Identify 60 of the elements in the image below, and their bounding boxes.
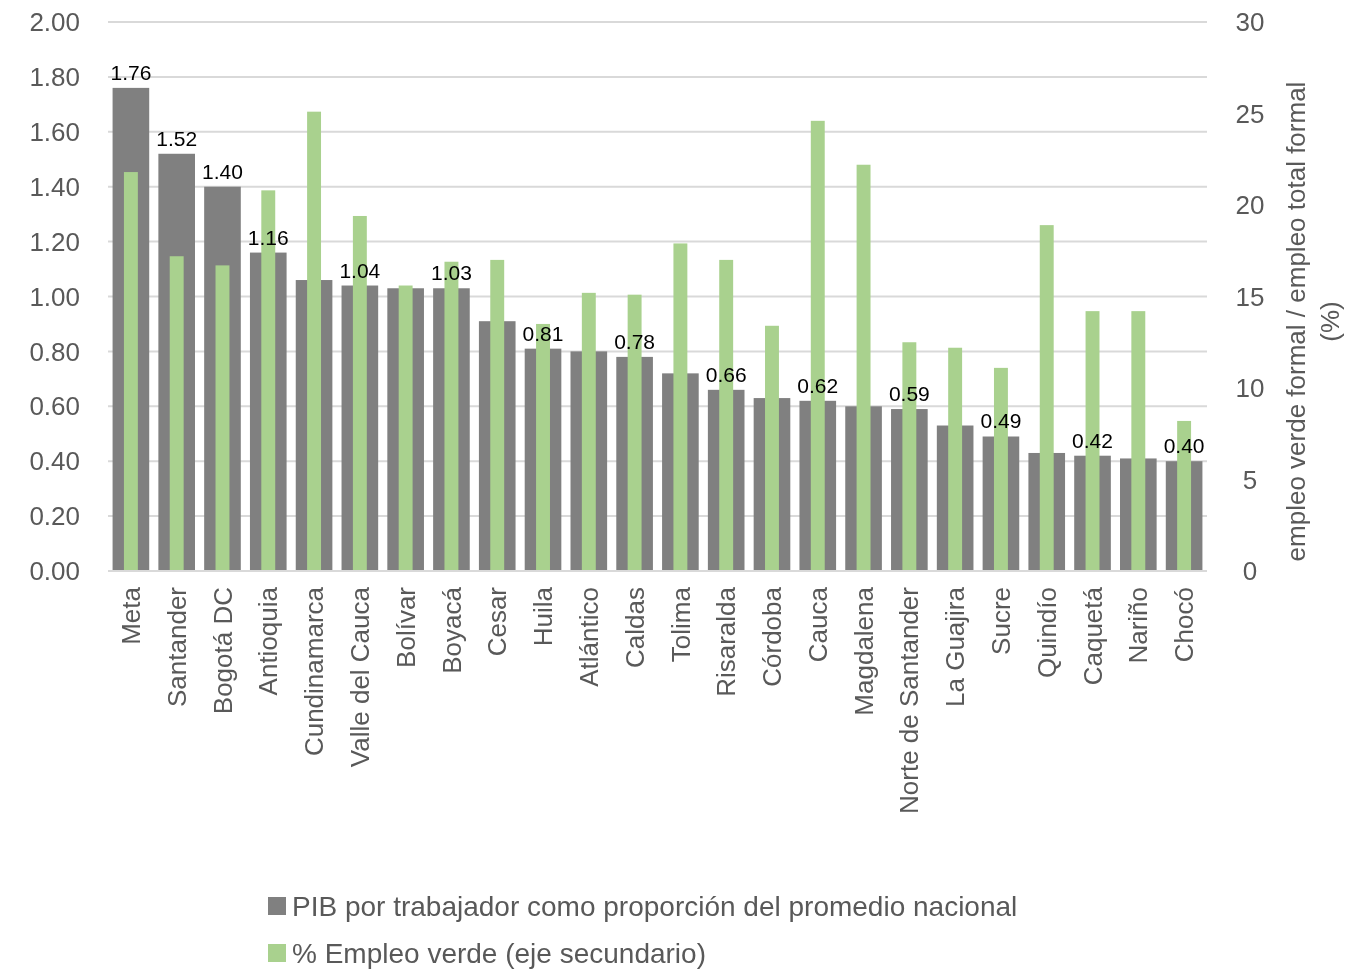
y2-tick-label: 10 (1235, 373, 1265, 404)
x-tick-label: Norte de Santander (894, 586, 925, 814)
x-tick-label: Chocó (1169, 587, 1200, 663)
text: 0.00 (29, 556, 80, 587)
y2-tick-label: 20 (1235, 190, 1265, 221)
x-tick-label: Cundinamarca (299, 586, 330, 757)
x-tick-label: Cauca (802, 586, 833, 663)
text: 2.00 (29, 7, 80, 38)
text: 0.20 (29, 501, 80, 532)
x-tick-label: Bogotá DC (207, 587, 238, 715)
text: 1.20 (29, 226, 80, 257)
data-label: 1.03 (431, 261, 472, 285)
x-tick-label: Antioquia (253, 586, 284, 696)
x-tick-label: Caquetá (1077, 586, 1108, 686)
data-label: 1.40 (202, 159, 243, 183)
x-tick-label: La Guajira (940, 586, 971, 707)
y2-tick-label: 0 (1242, 556, 1258, 587)
x-tick-label: Valle del Cauca (344, 586, 375, 768)
text: 0.40 (29, 446, 80, 477)
x-tick-label: Bolívar (390, 586, 421, 668)
data-label: 1.76 (110, 60, 152, 84)
text: 1.00 (29, 281, 80, 312)
legend-label: PIB por trabajador como proporción del promedio nacional (292, 890, 1018, 922)
data-label: 0.62 (797, 373, 839, 397)
text: 1.80 (29, 62, 80, 92)
data-label: 1.52 (156, 126, 198, 150)
x-tick-label: Magdalena (848, 586, 879, 716)
x-tick-label: Santander (161, 586, 192, 707)
data-label: 0.81 (522, 321, 564, 345)
legend-label: % Empleo verde (eje secundario) (292, 937, 706, 969)
text: 1.40 (29, 171, 80, 202)
x-tick-label: Meta (116, 586, 146, 645)
data-label: 0.42 (1072, 428, 1113, 452)
x-tick-label: Boyacá (436, 586, 467, 674)
x-tick-label: Quindío (1031, 587, 1062, 679)
data-label: 0.78 (614, 329, 656, 353)
text: 0.80 (29, 336, 80, 367)
x-tick-label: Atlántico (573, 587, 604, 687)
bar (169, 256, 184, 571)
text: 0.60 (29, 391, 80, 422)
x-tick-label: Cesar (482, 586, 513, 657)
x-tick-label: Caldas (619, 587, 650, 668)
y2-axis-title: empleo verde formal / empleo total formal (%) (1281, 81, 1345, 562)
data-label: 0.59 (888, 382, 930, 406)
x-tick-label: Tolima (665, 586, 696, 663)
data-label: 1.16 (247, 225, 289, 249)
x-tick-label: Sucre (986, 587, 1017, 655)
data-label: 0.40 (1163, 434, 1205, 458)
x-tick-label: Córdoba (757, 586, 788, 687)
y2-tick-label: 15 (1235, 281, 1265, 312)
y2-tick-label: 30 (1235, 7, 1265, 38)
y2-tick-label: 25 (1235, 98, 1265, 129)
y2-tick-label: 5 (1242, 464, 1258, 495)
x-tick-label: Nariño (1123, 587, 1154, 664)
data-label: 0.49 (980, 409, 1022, 433)
data-label: 0.66 (705, 362, 747, 386)
data-label: 1.04 (339, 258, 381, 282)
x-tick-label: Huila (528, 586, 559, 647)
x-tick-label: Risaralda (711, 586, 742, 697)
text: 1.60 (29, 116, 80, 147)
